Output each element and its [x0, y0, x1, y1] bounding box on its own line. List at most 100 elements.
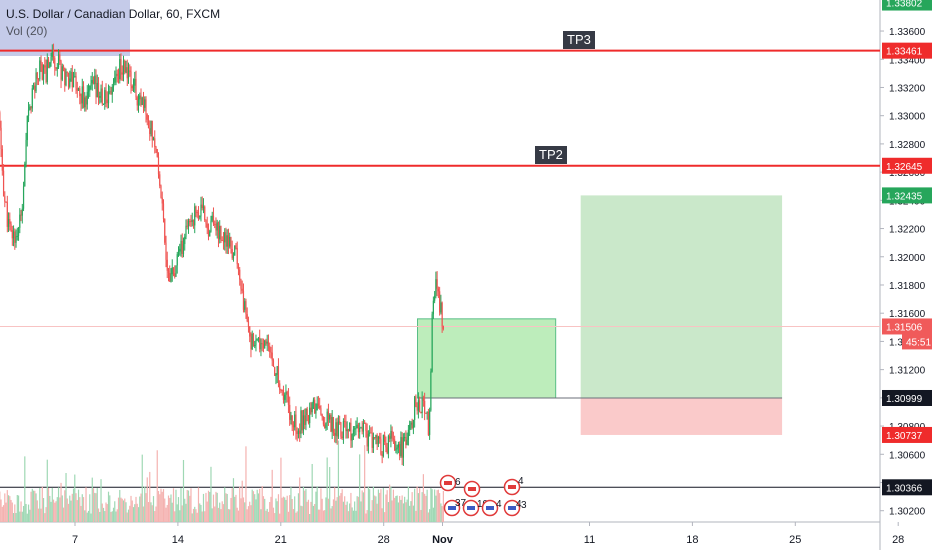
price-axis-label: 1.33461 — [886, 47, 923, 58]
candle-body — [297, 430, 300, 434]
candle-body — [137, 99, 140, 106]
volume-bar — [25, 503, 27, 522]
candle-body — [175, 265, 177, 277]
volume-bar — [44, 513, 46, 522]
volume-bar — [220, 509, 222, 522]
volume-bar — [251, 489, 253, 522]
volume-bar — [35, 493, 37, 522]
candle-body — [235, 245, 237, 248]
candle-body — [277, 366, 280, 384]
y-tick-label: 1.30200 — [889, 507, 926, 518]
tp3-tag[interactable]: TP3 — [563, 31, 595, 49]
volume-bar — [34, 490, 36, 522]
candle-body — [225, 232, 227, 247]
event-count-label: 4 — [496, 499, 502, 510]
volume-bar — [262, 496, 265, 522]
candle-body — [181, 240, 183, 254]
volume-bar — [154, 511, 156, 522]
volume-bar — [340, 493, 342, 522]
volume-bar — [409, 505, 411, 522]
candle-body — [145, 99, 147, 115]
price-axis-label: 1.32645 — [886, 162, 923, 173]
volume-bar — [42, 498, 45, 522]
y-tick-label: 1.32200 — [889, 225, 926, 236]
candle-body — [366, 430, 368, 447]
volume-bar — [116, 509, 118, 522]
candle-body — [110, 91, 112, 95]
candle-body — [90, 83, 92, 86]
volume-bar — [184, 498, 186, 522]
volume-bar — [290, 487, 292, 522]
volume-bar — [349, 503, 351, 522]
volume-bar — [14, 504, 16, 522]
volume-bar — [189, 495, 191, 522]
volume-bar — [267, 511, 270, 522]
candle-body — [132, 85, 135, 89]
candle-body — [101, 88, 103, 105]
candle-body — [230, 236, 232, 249]
volume-bar — [369, 489, 371, 522]
candle-body — [294, 414, 296, 428]
volume-bar — [255, 499, 257, 522]
volume-bar — [77, 489, 80, 522]
candle-body — [47, 59, 50, 68]
candle-body — [21, 208, 23, 216]
volume-bar — [347, 511, 350, 522]
candle-body — [219, 225, 221, 240]
volume-bar — [225, 493, 227, 522]
volume-bar — [89, 494, 91, 522]
candle-body — [41, 64, 43, 80]
price-axis-label-bg — [882, 157, 932, 174]
volume-bar — [420, 509, 422, 522]
volume-bar — [169, 497, 171, 522]
candle-body — [377, 436, 380, 445]
volume-bar — [156, 450, 158, 522]
candle-body — [289, 404, 291, 420]
candle-body — [345, 421, 347, 432]
candle-body — [367, 433, 370, 447]
candle-body — [381, 454, 383, 457]
candle-body — [414, 396, 416, 420]
volume-bar — [9, 496, 11, 522]
candle-body — [259, 337, 261, 350]
volume-bar — [319, 509, 321, 522]
candle-body — [81, 86, 83, 104]
candle-body — [196, 212, 198, 214]
volume-bar — [64, 490, 66, 522]
candle-body — [416, 406, 418, 411]
candle-body — [396, 447, 398, 450]
price-axis-label: 1.31506 — [886, 322, 923, 333]
candle-body — [195, 206, 197, 213]
volume-bar — [256, 489, 258, 522]
candle-body — [295, 414, 297, 432]
candle-body — [261, 343, 263, 345]
volume-bar — [15, 512, 17, 522]
volume-bar — [286, 495, 288, 522]
candle-body — [197, 212, 200, 218]
volume-bar — [30, 491, 32, 522]
volume-bar — [210, 466, 212, 522]
tp2-tag[interactable]: TP2 — [535, 146, 567, 164]
volume-bar — [366, 510, 368, 522]
candle-body — [321, 414, 323, 418]
candle-body — [150, 120, 152, 135]
volume-bar — [146, 477, 148, 522]
volume-bar — [190, 488, 192, 522]
volume-bar — [334, 487, 336, 522]
volume-bar — [70, 500, 72, 522]
candle-body — [337, 421, 340, 437]
candle-body — [15, 236, 17, 243]
candle-body — [232, 255, 235, 259]
volume-bar — [37, 508, 40, 522]
candle-body — [99, 96, 101, 98]
candle-body — [10, 223, 12, 231]
volume-bar — [314, 504, 316, 522]
candle-body — [285, 391, 287, 395]
volume-bar — [101, 503, 103, 522]
candle-body — [331, 417, 333, 432]
volume-bar — [66, 498, 68, 522]
volume-bar — [364, 445, 366, 522]
candle-body — [124, 60, 126, 73]
volume-bar — [279, 513, 281, 522]
